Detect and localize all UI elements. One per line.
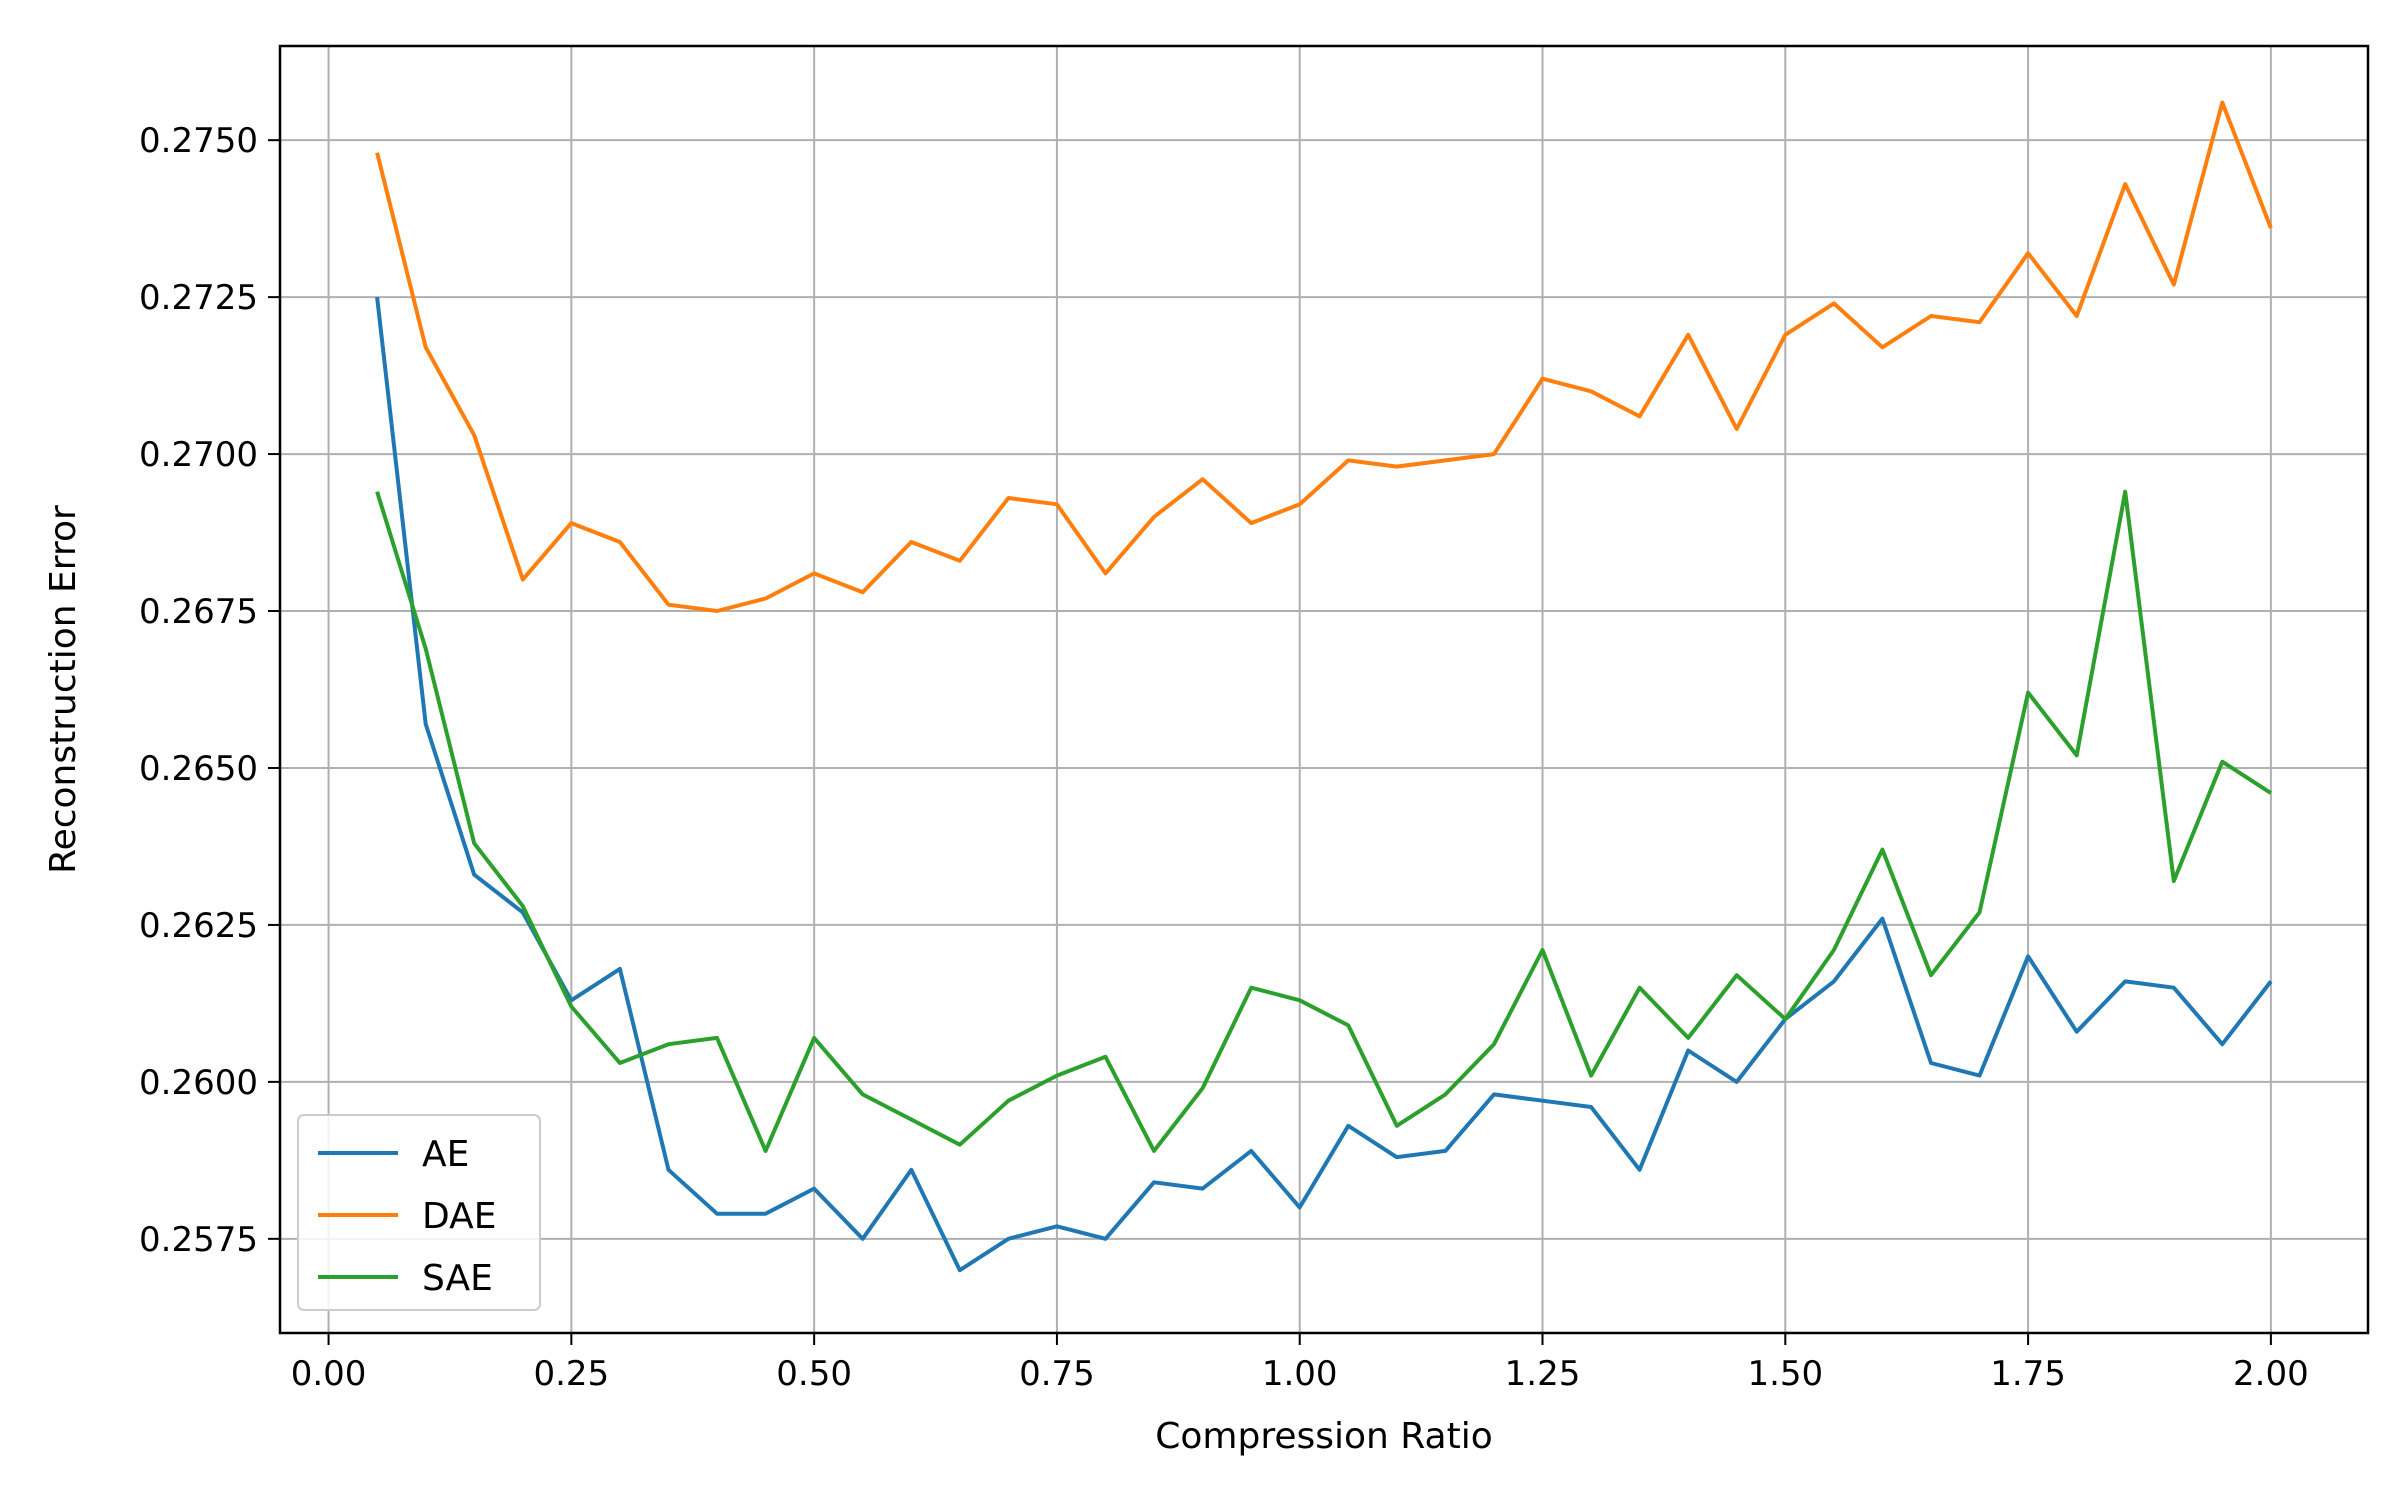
series-lines [375, 100, 2273, 1273]
y-tick-label: 0.2600 [139, 1063, 258, 1103]
plot-frame [278, 44, 2370, 1335]
y-tick-label: 0.2650 [139, 749, 258, 789]
legend: AE DAE SAE [297, 1114, 541, 1311]
legend-label-ae: AE [422, 1134, 469, 1175]
x-tick-label: 1.50 [1747, 1354, 1823, 1394]
y-axis-ticks: 0.2575 0.2600 0.2625 0.2650 0.2675 0.2700 0.27… [139, 121, 280, 1260]
series-line-sae [375, 489, 2272, 1153]
x-tick-label: 0.50 [776, 1354, 852, 1394]
y-tick-label: 0.2750 [139, 121, 258, 161]
x-tick-label: 0.25 [533, 1354, 609, 1394]
y-tick-label: 0.2700 [139, 435, 258, 475]
legend-label-sae: SAE [422, 1258, 493, 1299]
legend-box [297, 1114, 541, 1311]
y-tick-label: 0.2675 [139, 592, 258, 632]
x-tick-label: 1.25 [1505, 1354, 1581, 1394]
x-tick-label: 0.75 [1019, 1354, 1095, 1394]
y-tick-label: 0.2725 [139, 278, 258, 318]
legend-label-dae: DAE [422, 1196, 496, 1237]
y-tick-label: 0.2575 [139, 1220, 258, 1260]
y-axis-label: Reconstruction Error [43, 505, 84, 874]
series-line-dae [375, 100, 2273, 613]
x-tick-label: 1.00 [1262, 1354, 1338, 1394]
x-tick-label: 2.00 [2233, 1354, 2309, 1394]
x-axis-label: Compression Ratio [1155, 1416, 1492, 1457]
series-line-ae [375, 296, 2273, 1273]
x-axis-ticks: 0.00 0.25 0.50 0.75 1.00 1.25 1.50 1.75 2.00 [291, 1333, 2309, 1394]
y-tick-label: 0.2625 [139, 906, 258, 946]
x-tick-label: 0.00 [291, 1354, 367, 1394]
grid [280, 46, 2368, 1333]
x-tick-label: 1.75 [1990, 1354, 2066, 1394]
